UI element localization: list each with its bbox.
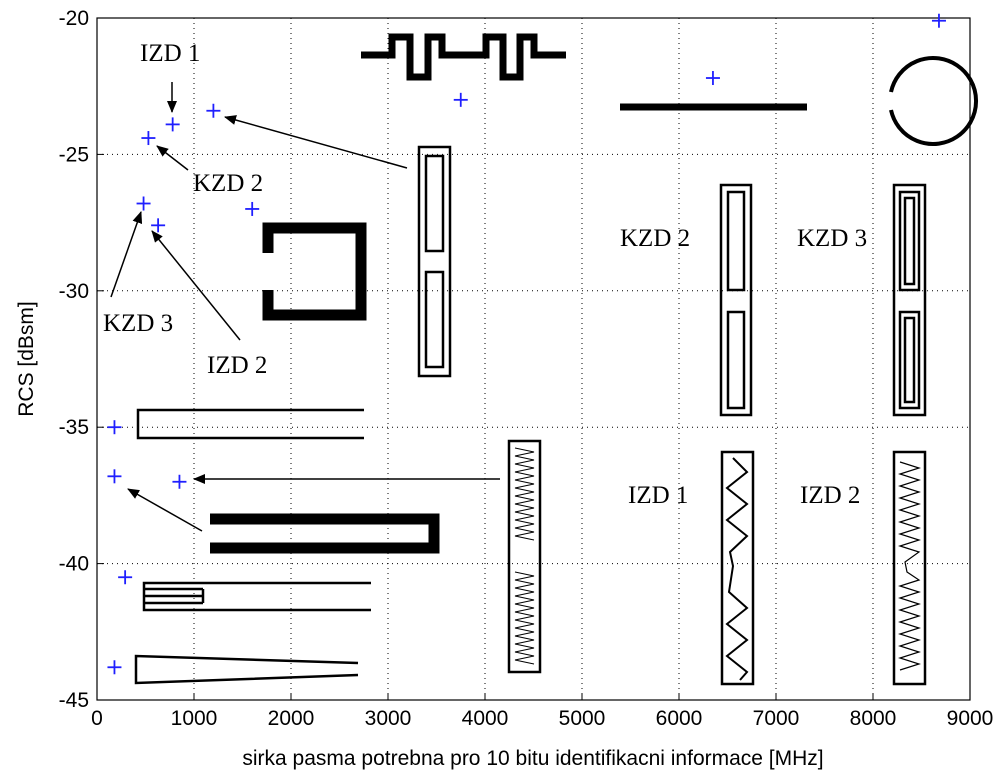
arrow-izd2-left [151, 230, 241, 341]
square-split-ring-icon [262, 222, 367, 321]
data-point-marker [931, 13, 946, 28]
annotation-labels: IZD 1 KZD 2 KZD 3 IZD 2 KZD 2 KZD 3 IZD … [103, 40, 867, 509]
data-point-marker [151, 218, 166, 233]
interdigital-bar-icon [142, 581, 371, 612]
x-axis-label: sirka pasma potrebna pro 10 bitu identif… [242, 747, 823, 770]
y-tick-label: -30 [59, 280, 89, 303]
y-tick-label: -25 [59, 143, 89, 166]
data-points [107, 13, 946, 675]
label-izd1-right: IZD 1 [628, 482, 688, 509]
data-point-marker [453, 92, 468, 107]
resonator-pictograms [134, 33, 978, 686]
x-tick-label: 2000 [268, 707, 315, 730]
data-point-marker [172, 474, 187, 489]
x-axis-ticks: 0 1000 2000 3000 4000 5000 6000 7000 8000 9000 [91, 693, 993, 730]
label-izd2-right: IZD 2 [800, 482, 860, 509]
label-izd2-left: IZD 2 [207, 352, 267, 379]
kzd3-resonator-icon [892, 183, 927, 417]
arrow-thick-loop [127, 488, 203, 532]
x-tick-label: 8000 [850, 707, 897, 730]
data-point-marker [107, 420, 122, 435]
data-point-marker [206, 103, 221, 118]
plot-frame [96, 17, 971, 701]
label-kzd3-left: KZD 3 [103, 310, 173, 337]
thick-loop-resonator-icon [210, 513, 440, 554]
folded-dipole-icon [417, 145, 452, 378]
izd2-resonator-icon [892, 450, 927, 686]
label-kzd2-left: KZD 2 [193, 170, 263, 197]
y-axis-label: RCS [dBsm] [15, 301, 38, 417]
meander-resonator-icon [361, 33, 566, 81]
grid-lines [97, 18, 970, 700]
kzd2-resonator-icon [719, 183, 753, 417]
data-point-marker [136, 196, 151, 211]
arrow-kzd2-left [156, 145, 189, 171]
data-point-marker [107, 469, 122, 484]
label-izd1-top: IZD 1 [140, 40, 200, 67]
x-tick-label: 9000 [947, 707, 994, 730]
arrow-folded-dipole [224, 115, 408, 169]
data-point-marker [245, 201, 260, 216]
x-tick-label: 3000 [365, 707, 412, 730]
x-tick-label: 5000 [559, 707, 606, 730]
arrow-kzd3-left [110, 211, 143, 298]
y-tick-label: -40 [59, 553, 89, 576]
x-tick-label: 1000 [171, 707, 218, 730]
data-point-marker [705, 71, 720, 86]
data-point-marker [165, 117, 180, 132]
y-tick-label: -20 [59, 7, 89, 30]
izd1-resonator-icon [720, 450, 755, 686]
data-point-marker [141, 131, 156, 146]
x-tick-label: 7000 [753, 707, 800, 730]
y-tick-label: -35 [59, 416, 89, 439]
y-axis-ticks: -20 -25 -30 -35 -40 -45 [59, 7, 104, 712]
label-kzd2-right: KZD 2 [620, 225, 690, 252]
annotation-arrows [110, 82, 500, 532]
data-point-marker [107, 660, 122, 675]
zigzag-resonator-center-icon [507, 439, 542, 674]
label-kzd3-right: KZD 3 [797, 225, 867, 252]
split-ring-icon [889, 56, 978, 146]
y-tick-label: -45 [59, 689, 89, 712]
x-tick-label: 6000 [656, 707, 703, 730]
tapered-resonator-icon [134, 654, 359, 685]
data-point-marker [118, 570, 133, 585]
x-tick-label: 0 [91, 707, 103, 730]
x-tick-label: 4000 [462, 707, 509, 730]
open-loop-resonator-icon [136, 408, 364, 440]
